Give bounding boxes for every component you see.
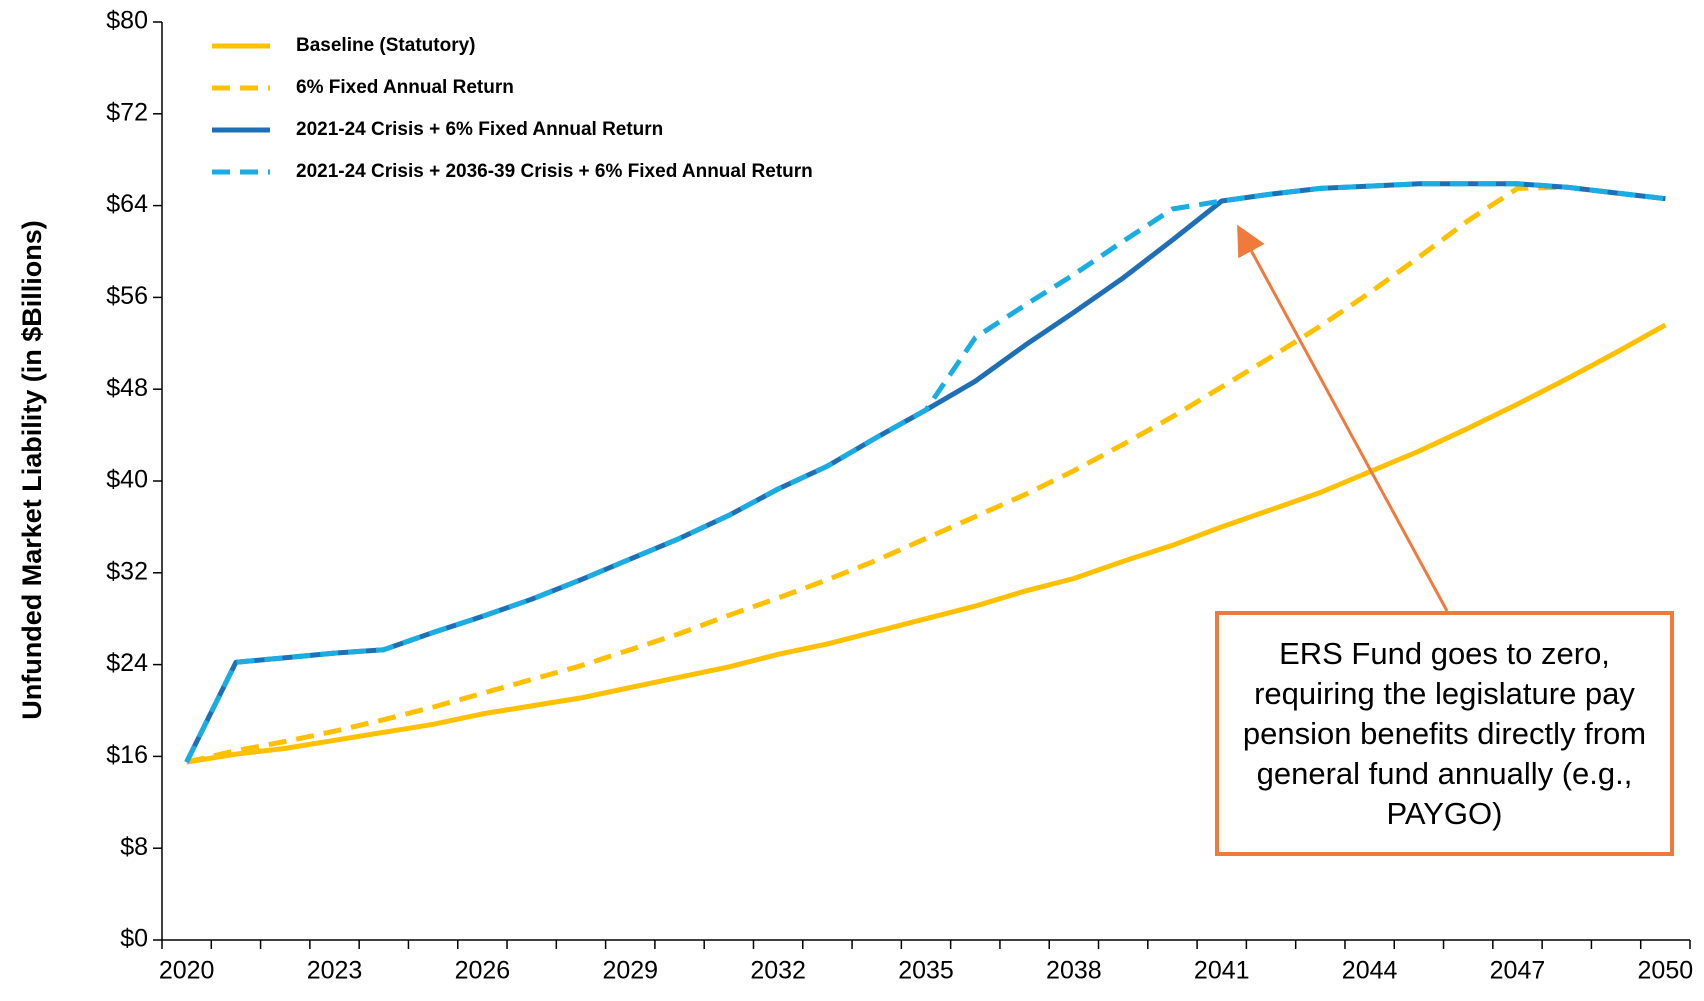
legend-label: Baseline (Statutory) [296,35,475,56]
annotation-arrow [1237,224,1449,612]
series-line [186,322,1667,765]
x-tick-label: 2044 [1342,957,1398,985]
y-axis-label: Unfunded Market Liability (in $Billions) [17,220,47,720]
y-tick-label: $40 [106,466,148,494]
x-tick-label: 2050 [1638,957,1694,985]
x-tick-label: 2029 [602,957,658,985]
legend-label: 2021-24 Crisis + 6% Fixed Annual Return [296,119,663,140]
annotation: ERS Fund goes to zero, requiring the leg… [1215,611,1674,856]
x-tick-label: 2032 [750,957,806,985]
series-line [186,184,1666,765]
y-tick-label: $72 [106,98,148,126]
x-tick-label: 2023 [307,957,363,985]
x-tick-label: 2047 [1490,957,1546,985]
series-line [184,181,1666,764]
x-tick-label: 2026 [455,957,511,985]
x-tick-label: 2035 [898,957,954,985]
x-tick-label: 2020 [159,957,215,985]
y-tick-label: $32 [106,557,148,585]
x-tick-label: 2038 [1046,957,1102,985]
y-tick-label: $80 [106,7,148,35]
x-tick-label: 2041 [1194,957,1250,985]
legend-label: 6% Fixed Annual Return [296,77,514,98]
y-tick-label: $64 [106,190,148,218]
y-tick-label: $16 [106,741,148,769]
y-tick-label: $56 [106,282,148,310]
y-tick-label: $0 [120,925,148,953]
y-tick-label: $24 [106,649,148,677]
y-tick-label: $48 [106,374,148,402]
y-tick-label: $8 [120,833,148,861]
legend-label: 2021-24 Crisis + 2036-39 Crisis + 6% Fix… [296,161,813,182]
